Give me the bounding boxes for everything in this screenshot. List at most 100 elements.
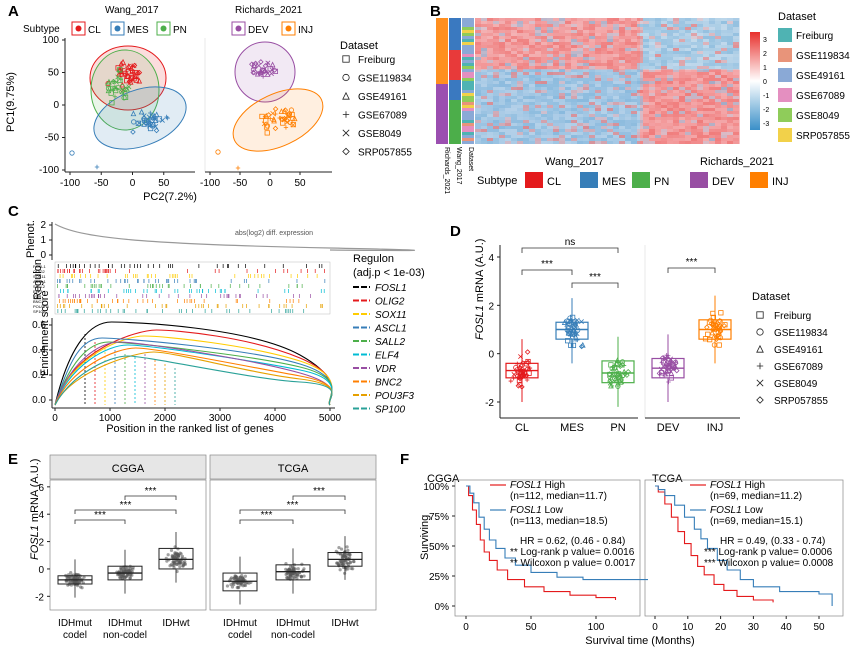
d-legend-item: SRP057855 <box>774 396 828 407</box>
e-ytick: 0 <box>38 565 44 576</box>
a-ytick-label: 100 <box>42 35 59 46</box>
b-scale-tick: 2 <box>763 51 767 58</box>
subtype-legend-inj: INJ <box>281 21 313 36</box>
regulon-axis-label: Regulon <box>32 259 44 300</box>
b-subtype-item: INJ <box>772 176 789 188</box>
es-curve <box>54 329 333 406</box>
c-tiny-label: BNC2 <box>33 299 44 304</box>
panel-a-xlabel: PC2(7.2%) <box>143 191 197 203</box>
heatmap-color-scale <box>750 32 760 130</box>
panel-letter-b: B <box>430 3 441 20</box>
regulon-legend: FOSL1 OLIG2 SOX11 ASCL1 SALL2 ELF4 VDR BNC2 POU3… <box>353 283 414 416</box>
ellipse-inj <box>232 88 324 152</box>
es-curve <box>54 347 333 406</box>
heatmap-scale-ticks: 3 2 1 0 -1 -2 -3 <box>763 37 769 128</box>
panel-d-dataset-legend: Freiburg GSE119834 GSE49161 GSE67089 GSE8049… <box>756 311 828 407</box>
c-legend-item: ELF4 <box>375 351 399 362</box>
d-legend-item: Freiburg <box>774 311 811 322</box>
f-ytick: 75% <box>429 512 449 523</box>
e-group-label: codel <box>63 630 87 641</box>
regulon-legend-title-1: Regulon <box>353 253 394 265</box>
strip-tcga-label: TCGA <box>278 463 309 475</box>
strip-tcga <box>209 454 377 480</box>
km-curve <box>466 485 617 600</box>
d-legend-item: GSE119834 <box>774 328 828 339</box>
b-legend-item: GSE67089 <box>796 91 845 102</box>
c-phen-tick: 1 <box>40 235 46 246</box>
e-ytick: 2 <box>38 538 44 549</box>
regulon-tiny-labels: FOSL1OLIG2SOX11ASCL1SALL2ELF4VDRBNC2POU3… <box>33 264 49 314</box>
svg-text:*** Wilcoxon p value= 0.0008: *** Wilcoxon p value= 0.0008 <box>704 558 834 569</box>
c-es-tick: 0.4 <box>32 345 46 356</box>
a-xtick-label-left: 0 <box>130 178 136 189</box>
c-legend-item: SALL2 <box>375 337 405 348</box>
a-legend-item: GSE119834 <box>358 74 412 85</box>
d-legend-item: GSE8049 <box>774 379 818 390</box>
b-legend-item: GSE49161 <box>796 71 845 82</box>
svg-text:FOSL1 Low: FOSL1 Low <box>510 505 564 516</box>
c-es-tick: 0.0 <box>32 395 46 406</box>
d-group-label: CL <box>515 422 529 434</box>
f-ytick: 100% <box>423 482 449 493</box>
es-curve <box>54 344 333 406</box>
km-curve <box>466 485 648 581</box>
b-legend-item: GSE119834 <box>796 51 850 62</box>
b-scale-tick: -3 <box>763 121 769 128</box>
panel-e-ylabel: FOSL1 mRNA (A.U.) <box>29 459 41 560</box>
panel-f-left-stats: FOSL1 High (n=112, median=11.7) FOSL1 Lo… <box>490 480 636 569</box>
e-group-label: IDHmut <box>108 618 142 629</box>
es-curve <box>54 337 333 406</box>
subtype-label: Subtype <box>23 24 60 35</box>
panel-f-left-title: CGGA <box>427 473 460 485</box>
heatmap-row-label-richards: Richards_2021 <box>443 147 450 194</box>
f-xtick-left: 0 <box>463 622 469 633</box>
b-subtype-item: CL <box>547 176 561 188</box>
panel-d-yticks: 4 2 0 -2 <box>485 253 500 409</box>
b-scale-tick: 0 <box>763 79 767 86</box>
a-ytick-label: 0 <box>53 100 59 111</box>
heatmap-row-label-wang: Wang_2017 <box>455 147 462 185</box>
panel-a-dataset-title: Dataset <box>340 40 378 52</box>
es-curve <box>54 351 333 406</box>
e-box <box>275 564 311 581</box>
svg-text:PN: PN <box>173 25 187 36</box>
c-legend-item: BNC2 <box>375 378 402 389</box>
phenot-ticks: 2 1 0 <box>40 220 52 261</box>
panel-d-boxes: CL MES PN DEV INJ <box>505 295 732 434</box>
panel-letter-e: E <box>8 451 18 468</box>
c-legend-item: SOX11 <box>375 310 407 321</box>
panel-b-dataset-legend: Freiburg GSE119834 GSE49161 GSE67089 GSE8049… <box>778 28 850 142</box>
f-ytick: 25% <box>429 572 449 583</box>
e-box <box>158 547 194 570</box>
b-legend-item: Freiburg <box>796 31 833 42</box>
b-legend-item: SRP057855 <box>796 131 850 142</box>
panel-d-significance: ns *** *** *** <box>521 237 716 288</box>
svg-text:(n=113, median=18.5): (n=113, median=18.5) <box>510 516 608 527</box>
svg-text:DEV: DEV <box>248 25 269 36</box>
panel-f-yticks: 100% 75% 50% 25% 0% <box>423 482 455 613</box>
panel-f-km-curves <box>466 485 833 606</box>
subtype-legend-pn: PN <box>156 21 187 36</box>
svg-text:FOSL1 Low: FOSL1 Low <box>710 505 764 516</box>
es-curve <box>54 355 333 406</box>
c-legend-item: OLIG2 <box>375 297 405 308</box>
panel-d-ylabel: FOSL1 mRNA (A.U.) <box>474 239 486 340</box>
c-legend-item: ASCL1 <box>374 324 407 335</box>
subtype-legend-mes: MES <box>110 21 149 36</box>
svg-text:MES: MES <box>127 25 149 36</box>
km-curve <box>655 485 774 603</box>
panel-a-yticks: 100 50 0 -50 -100 <box>39 35 65 176</box>
svg-text:HR = 0.49, (0.33 - 0.74): HR = 0.49, (0.33 - 0.74) <box>720 536 825 547</box>
panel-letter-f: F <box>400 451 409 468</box>
panel-b-subtype-legend: CL MES PN DEV INJ <box>525 172 789 188</box>
strip-cgga-label: CGGA <box>112 463 145 475</box>
panel-b-group-richards: Richards_2021 <box>700 156 774 168</box>
regulon-hits-area <box>54 261 331 315</box>
c-legend-item: SP100 <box>375 405 405 416</box>
a-xtick-label-right: -100 <box>200 178 220 189</box>
e-sig-label: *** <box>145 486 157 497</box>
a-legend-item: GSE67089 <box>358 111 407 122</box>
panel-f-left-frame <box>454 479 641 617</box>
d-ytick: -2 <box>485 398 494 409</box>
